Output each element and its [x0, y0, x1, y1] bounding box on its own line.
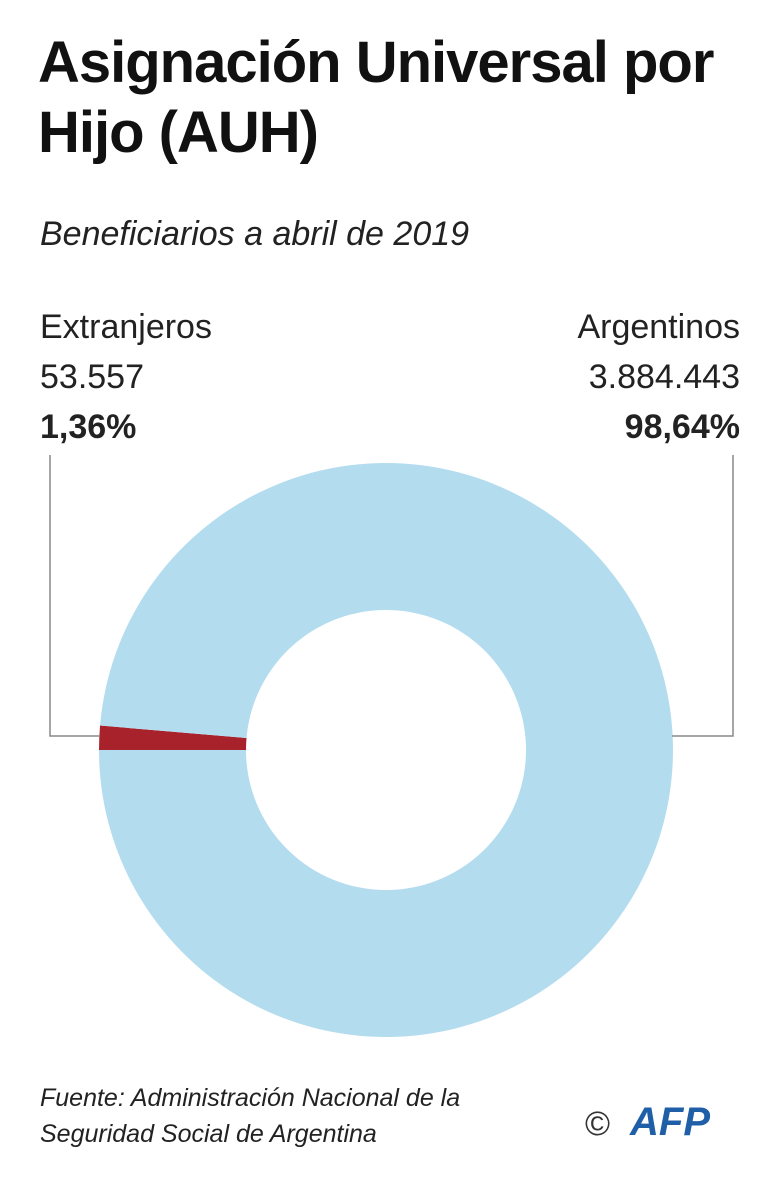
value-label: 3.884.443: [589, 358, 740, 396]
chart: Extranjeros 53.557 1,36% Argentinos 3.884.44…: [40, 308, 740, 1037]
logo: AFP: [630, 1100, 710, 1144]
credit: ©: [585, 1105, 611, 1143]
source: Fuente: Administración Nacional de la Se…: [40, 1084, 461, 1148]
slice: [99, 725, 247, 750]
category-label: Argentinos: [577, 308, 740, 346]
slice: [99, 463, 673, 1037]
percentage-label: 98,64%: [625, 408, 740, 446]
value-label: 53.557: [40, 358, 144, 396]
category-label: Extranjeros: [40, 308, 212, 346]
leader-line: [672, 455, 734, 737]
leader-line: [49, 455, 100, 737]
chart-title: Asignación Universal por Hijo (AUH): [38, 30, 714, 165]
chart-subtitle: Beneficiarios a abril de 2019: [40, 215, 470, 253]
percentage-label: 1,36%: [40, 408, 136, 446]
